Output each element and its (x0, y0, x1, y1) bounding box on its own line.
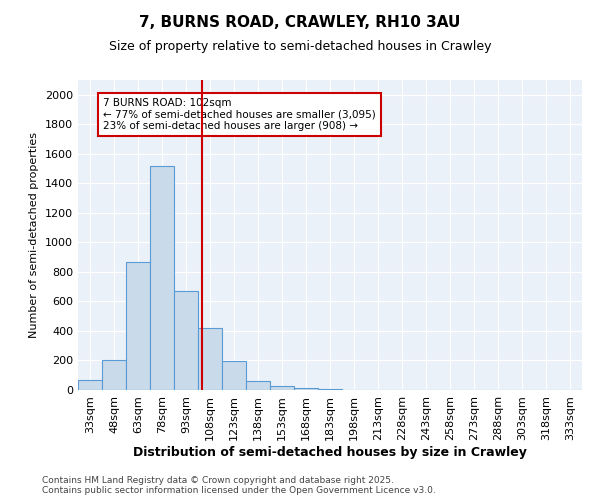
Text: 7, BURNS ROAD, CRAWLEY, RH10 3AU: 7, BURNS ROAD, CRAWLEY, RH10 3AU (139, 15, 461, 30)
Text: Size of property relative to semi-detached houses in Crawley: Size of property relative to semi-detach… (109, 40, 491, 53)
Bar (198, 328, 222, 390)
Bar (78, 380, 102, 390)
Bar (150, 166, 174, 390)
Bar (294, 388, 318, 390)
Text: 7 BURNS ROAD: 102sqm
← 77% of semi-detached houses are smaller (3,095)
23% of se: 7 BURNS ROAD: 102sqm ← 77% of semi-detac… (103, 98, 376, 131)
Bar (126, 262, 150, 390)
Bar (174, 291, 198, 390)
Bar (102, 360, 126, 390)
Text: Contains HM Land Registry data © Crown copyright and database right 2025.
Contai: Contains HM Land Registry data © Crown c… (42, 476, 436, 495)
Y-axis label: Number of semi-detached properties: Number of semi-detached properties (29, 132, 40, 338)
Bar (222, 361, 246, 390)
Bar (246, 381, 270, 390)
Bar (318, 388, 342, 390)
Bar (270, 386, 294, 390)
X-axis label: Distribution of semi-detached houses by size in Crawley: Distribution of semi-detached houses by … (133, 446, 527, 458)
